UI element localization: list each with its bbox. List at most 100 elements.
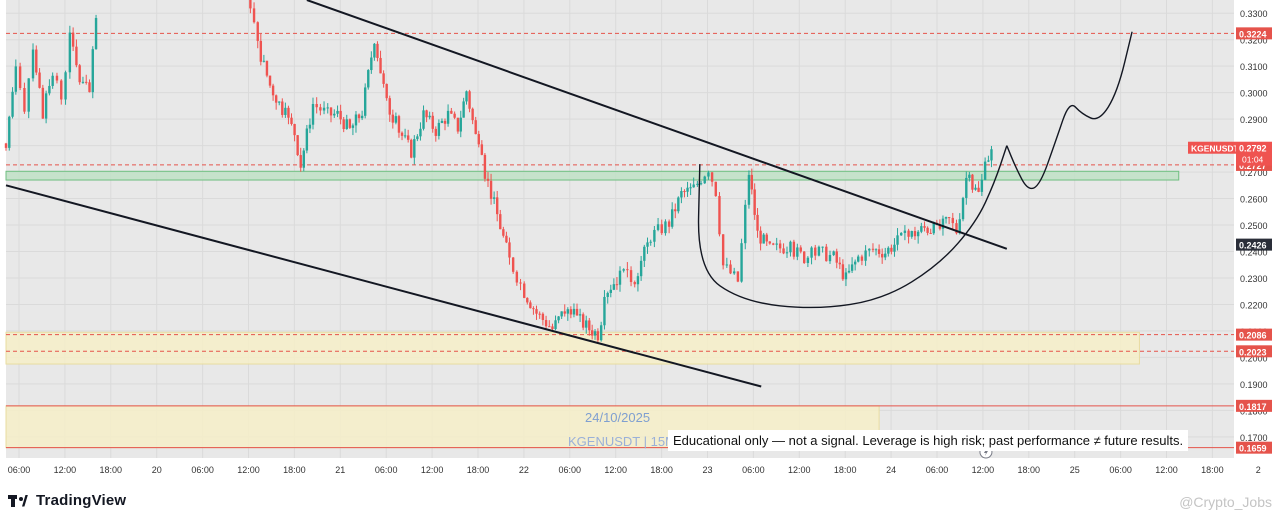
countdown-label: 01:04: [1242, 155, 1264, 165]
candle-body: [548, 326, 551, 328]
candle-body: [388, 98, 391, 115]
price-tag-bg: [1236, 345, 1272, 358]
candle-body: [847, 270, 851, 273]
candle-body: [656, 224, 660, 230]
price-tag-0.2023: 0.2023: [1239, 347, 1267, 357]
candle-body: [753, 189, 756, 215]
candle-body: [535, 309, 538, 314]
candle-body: [629, 270, 633, 283]
candle-body: [315, 103, 318, 108]
chart-svg[interactable]: 0.33000.32000.31000.30000.29000.28000.27…: [0, 0, 1280, 484]
candle-body: [609, 289, 612, 293]
x-tick-label: 18:00: [834, 465, 857, 475]
candle-body: [835, 251, 838, 263]
cup-curve[interactable]: [697, 145, 1008, 309]
price-tag-0.2426: 0.2426: [1239, 241, 1267, 251]
candle-body: [60, 80, 63, 100]
time-axis-panel[interactable]: [0, 458, 1280, 484]
candle-body: [351, 125, 355, 128]
candle-body: [425, 110, 428, 118]
candle-body: [572, 308, 576, 315]
candle-body: [670, 209, 674, 227]
candle-body: [686, 187, 689, 192]
candle-body: [81, 81, 85, 83]
candle-body: [419, 128, 422, 137]
candle-body: [416, 136, 419, 140]
candle-body: [968, 174, 971, 178]
candle-body: [932, 222, 935, 234]
x-tick-label: 06:00: [191, 465, 214, 475]
candle-body: [585, 320, 588, 328]
price-tag-0.3224: 0.3224: [1239, 29, 1267, 39]
candle-body: [305, 128, 309, 151]
candle-body: [961, 197, 965, 220]
x-tick-label: 12:00: [788, 465, 811, 475]
candle-body: [729, 264, 732, 274]
tradingview-logo[interactable]: TradingView: [8, 492, 126, 509]
candle-body: [394, 116, 398, 123]
candle-body: [319, 107, 322, 111]
candle-body: [265, 60, 269, 76]
candle-body: [736, 271, 740, 282]
projection-curve[interactable]: [1006, 31, 1133, 190]
candle-body: [4, 143, 8, 148]
candle-body: [373, 43, 376, 58]
candle-body: [785, 252, 789, 254]
candle-body: [618, 270, 622, 285]
candle-body: [468, 91, 471, 109]
price-tag-0.1817: 0.1817: [1239, 402, 1267, 412]
candle-body: [677, 197, 680, 212]
candle-body: [271, 85, 275, 96]
candle-body: [345, 119, 348, 130]
candle-body: [35, 49, 38, 73]
candle-body: [660, 224, 663, 234]
candle-body: [284, 107, 287, 115]
candle-body: [810, 247, 813, 258]
candle-body: [14, 66, 18, 92]
candle-body: [474, 120, 477, 135]
upper-channel-line[interactable]: [306, 0, 1008, 250]
candle-body: [526, 297, 529, 303]
candle-body: [529, 302, 532, 309]
candle-body: [789, 241, 792, 253]
symbol-tag: KGENUSDT: [1191, 144, 1240, 154]
candle-body: [354, 114, 358, 126]
candle-body: [480, 144, 484, 155]
candle-body: [832, 251, 835, 256]
price-axis-panel[interactable]: [1234, 0, 1280, 458]
candle-body: [259, 40, 263, 62]
candle-body: [674, 209, 677, 212]
y-tick-label: 0.2600: [1240, 195, 1268, 205]
candle-body: [920, 226, 923, 232]
candle-body: [893, 244, 896, 252]
candle-body: [990, 149, 993, 161]
x-tick-label: 18:00: [1201, 465, 1224, 475]
candle-body: [397, 116, 401, 133]
candle-body: [596, 331, 600, 341]
y-tick-label: 0.2400: [1240, 248, 1268, 258]
candle-body: [721, 234, 725, 266]
candle-body: [799, 247, 802, 252]
candle-body: [496, 197, 499, 215]
candle-body: [974, 187, 977, 190]
candle-body: [907, 230, 910, 237]
candle-body: [348, 119, 352, 128]
candle-body: [910, 231, 913, 237]
candle-body: [262, 60, 266, 62]
candle-body: [683, 191, 686, 193]
candle-body: [649, 241, 652, 243]
candle-body: [428, 115, 431, 118]
candle-body: [689, 187, 692, 189]
candle-body: [322, 107, 326, 111]
candle-body: [357, 114, 361, 119]
candle-body: [249, 0, 252, 9]
candle-body: [302, 150, 305, 168]
candle-body: [450, 110, 453, 114]
x-tick-label: 23: [702, 465, 712, 475]
candle-body: [71, 32, 75, 47]
y-tick-label: 0.2900: [1240, 115, 1268, 125]
candle-body: [48, 85, 51, 94]
lower-channel-line[interactable]: [5, 184, 762, 388]
candle-body: [367, 70, 370, 88]
